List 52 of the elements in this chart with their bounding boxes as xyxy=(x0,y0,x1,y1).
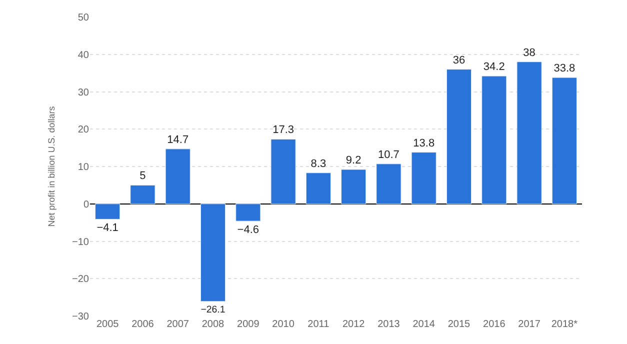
y-tick-label: 30 xyxy=(78,87,90,98)
x-tick-label: 2005 xyxy=(96,319,120,330)
x-tick-label: 2015 xyxy=(448,319,471,330)
data-label: 34.2 xyxy=(483,61,505,74)
data-label: 33.8 xyxy=(554,62,576,75)
bar xyxy=(130,184,156,204)
bar xyxy=(270,138,296,204)
data-label: 13.8 xyxy=(413,137,435,150)
y-tick-label: 40 xyxy=(78,50,90,61)
bar xyxy=(306,172,331,204)
bar xyxy=(95,204,120,220)
data-label: 5 xyxy=(140,170,146,182)
y-axis-title: Net profit in billion U.S. dollars xyxy=(46,106,56,227)
x-tick-label: 2012 xyxy=(342,319,366,330)
data-label: −4.6 xyxy=(237,224,259,236)
bar xyxy=(236,204,261,222)
x-tick-label: 2008 xyxy=(202,319,225,330)
bar xyxy=(411,152,436,204)
y-tick-label: −10 xyxy=(72,236,90,248)
bar xyxy=(446,69,472,204)
x-tick-label: 2011 xyxy=(308,319,330,330)
x-tick-label: 2006 xyxy=(132,319,154,330)
x-tick-label: 2007 xyxy=(166,319,190,330)
y-tick-label: 20 xyxy=(78,124,90,136)
y-tick-label: 50 xyxy=(78,12,90,24)
data-label: −26.1 xyxy=(200,304,226,316)
bar xyxy=(376,164,402,204)
x-tick-label: 2017 xyxy=(518,319,541,330)
x-tick-label: 2014 xyxy=(412,319,436,330)
data-label: 38 xyxy=(523,46,536,59)
bar xyxy=(552,77,577,204)
y-tick-label: −20 xyxy=(72,274,90,286)
x-tick-label: 2013 xyxy=(378,319,400,330)
bar xyxy=(482,76,507,204)
x-tick-label: 2010 xyxy=(272,319,295,330)
x-tick-label: 2018* xyxy=(551,319,578,330)
data-label: 9.2 xyxy=(346,154,362,166)
data-label: 36 xyxy=(452,54,466,66)
bar xyxy=(165,148,190,204)
x-tick-label: 2016 xyxy=(483,319,506,330)
y-tick-label: 10 xyxy=(78,162,90,173)
bar xyxy=(341,169,366,204)
y-tick-label: −30 xyxy=(72,312,90,322)
data-label: 14.7 xyxy=(167,134,189,146)
data-label: 10.7 xyxy=(378,148,400,161)
x-tick-label: 2009 xyxy=(237,319,260,330)
y-tick-label: 0 xyxy=(83,199,90,210)
bar xyxy=(516,62,542,204)
data-label: 17.3 xyxy=(272,124,294,136)
bar xyxy=(200,204,226,302)
data-label: 8.3 xyxy=(310,158,326,170)
data-label: −4.1 xyxy=(96,222,118,234)
